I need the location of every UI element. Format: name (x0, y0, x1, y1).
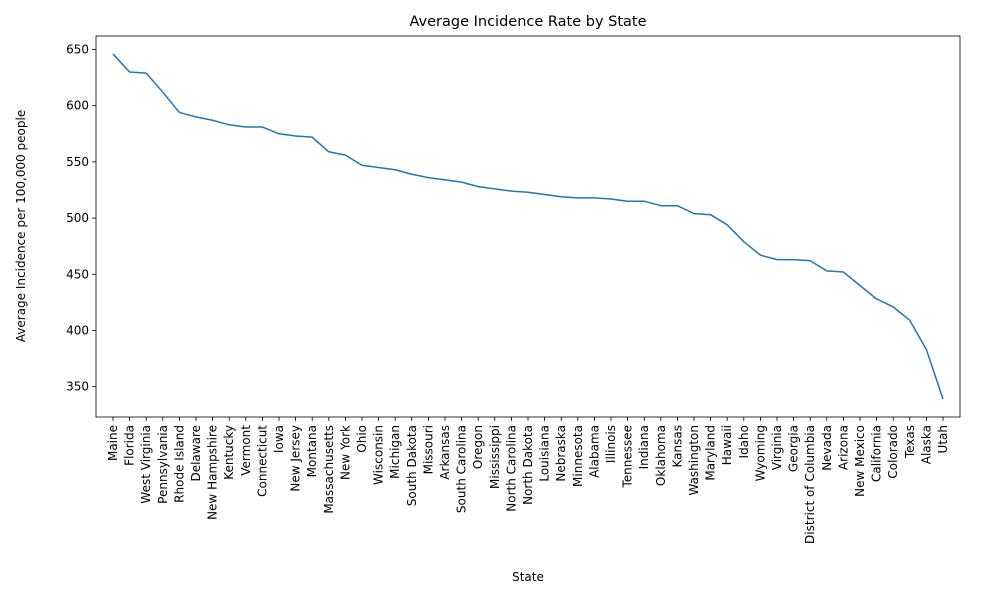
x-tick-label: Oklahoma (654, 425, 668, 486)
x-tick-label: Tennessee (621, 425, 635, 489)
y-axis: 350 400 450 500 550 600 650 (66, 42, 96, 394)
x-tick-label: Michigan (388, 425, 402, 479)
x-tick-label: Delaware (189, 425, 203, 482)
y-tick-label: 600 (66, 99, 89, 113)
x-tick-label: Illinois (604, 425, 618, 463)
x-tick-label: Kentucky (222, 425, 236, 480)
x-tick-label: Arkansas (438, 425, 452, 480)
y-tick-label: 650 (66, 42, 89, 56)
x-tick-label: Iowa (272, 425, 286, 453)
x-tick-label: Ohio (355, 425, 369, 453)
x-tick-label: Texas (903, 425, 917, 459)
x-tick-label: South Carolina (455, 425, 469, 513)
x-tick-label: Hawaii (720, 425, 734, 465)
x-tick-label: Arizona (836, 425, 850, 470)
y-tick-label: 500 (66, 211, 89, 225)
x-tick-label: Maryland (704, 425, 718, 481)
x-tick-label: Maine (106, 425, 120, 461)
x-tick-label: Utah (936, 425, 950, 453)
chart-title: Average Incidence Rate by State (409, 14, 646, 30)
x-tick-label: North Carolina (504, 425, 518, 512)
x-axis: Maine Florida West Virginia Pennsylvania Rho… (106, 417, 950, 544)
x-tick-label: District of Columbia (803, 425, 817, 544)
series-line (112, 53, 944, 400)
x-tick-label: South Dakota (405, 425, 419, 506)
x-tick-label: Alabama (587, 425, 601, 478)
x-tick-label: New Hampshire (206, 425, 220, 520)
x-tick-label: Montana (305, 425, 319, 477)
x-tick-label: Massachusetts (322, 425, 336, 514)
y-tick-label: 450 (66, 267, 89, 281)
x-tick-label: Washington (687, 425, 701, 496)
x-tick-label: Virginia (770, 425, 784, 470)
x-tick-label: Alaska (919, 425, 933, 464)
x-tick-label: Vermont (239, 425, 253, 476)
x-tick-label: Louisiana (538, 425, 552, 482)
x-tick-label: Georgia (787, 425, 801, 472)
y-tick-label: 350 (66, 380, 89, 394)
x-tick-label: Missouri (421, 425, 435, 474)
x-tick-label: New Mexico (853, 425, 867, 497)
x-tick-label: Wyoming (753, 425, 767, 481)
y-axis-title: Average Incidence per 100,000 people (14, 110, 28, 342)
x-tick-label: New York (338, 425, 352, 480)
x-tick-label: Florida (123, 425, 137, 466)
x-tick-label: West Virginia (139, 425, 153, 504)
x-tick-label: Mississippi (488, 425, 502, 489)
x-tick-label: Connecticut (255, 425, 269, 497)
plot-area (95, 35, 961, 418)
x-tick-label: Colorado (886, 425, 900, 479)
x-tick-label: California (870, 425, 884, 482)
x-tick-label: Pennsylvania (156, 425, 170, 504)
x-tick-label: Indiana (637, 425, 651, 469)
x-axis-title: State (512, 570, 544, 584)
x-tick-label: Minnesota (571, 425, 585, 487)
x-tick-label: New Jersey (289, 425, 303, 492)
x-tick-label: Rhode Island (172, 425, 186, 503)
y-tick-label: 400 (66, 323, 89, 337)
x-tick-label: North Dakota (521, 425, 535, 505)
x-tick-label: Wisconsin (372, 425, 386, 485)
x-tick-label: Nevada (820, 425, 834, 471)
x-tick-label: Idaho (737, 425, 751, 458)
x-tick-label: Kansas (670, 425, 684, 467)
y-tick-label: 550 (66, 155, 89, 169)
x-tick-label: Nebraska (554, 425, 568, 482)
x-tick-label: Oregon (471, 425, 485, 469)
